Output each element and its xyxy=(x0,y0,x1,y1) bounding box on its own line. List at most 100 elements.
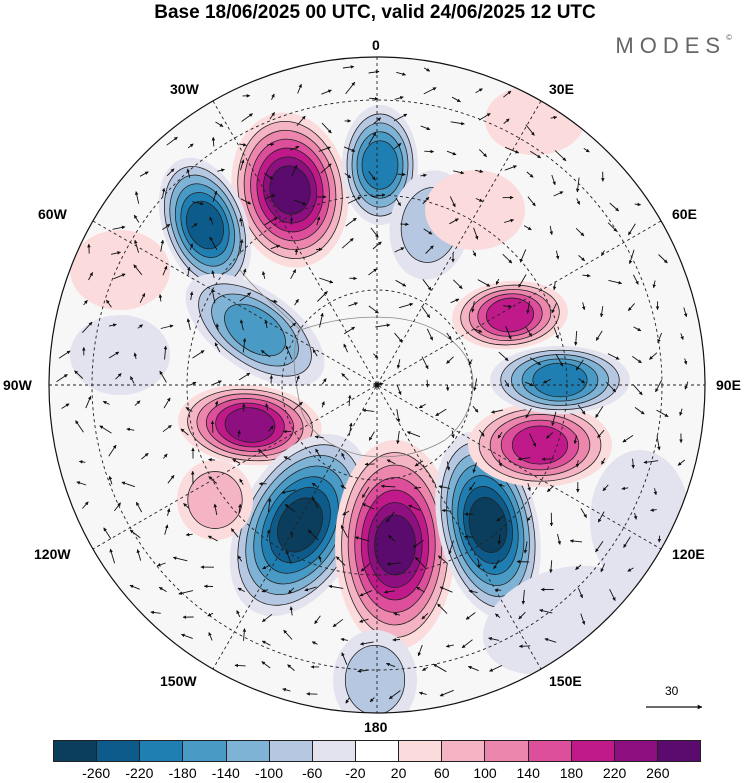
wind-vector xyxy=(578,378,585,384)
wind-vector xyxy=(348,422,353,436)
lon-label-30w: 30W xyxy=(170,81,199,97)
wind-vector xyxy=(211,270,215,279)
wind-vector xyxy=(113,273,126,280)
wind-vector xyxy=(437,603,448,614)
wind-vector xyxy=(422,196,430,205)
wind-vector xyxy=(268,425,274,432)
wind-vector xyxy=(285,345,293,360)
wind-vector xyxy=(525,124,535,136)
wind-vector xyxy=(433,663,447,673)
wind-vector xyxy=(166,168,175,177)
brand-text: MODES xyxy=(615,33,727,58)
wind-vector xyxy=(633,512,638,520)
wind-vector xyxy=(261,661,271,669)
colorbar-segment xyxy=(355,741,400,761)
colorbar-tick-label: 20 xyxy=(390,765,407,781)
wind-vector xyxy=(133,352,138,360)
colorbar-tick-label: -60 xyxy=(302,765,323,781)
wind-vector xyxy=(214,400,219,408)
wind-vector xyxy=(422,667,429,671)
wind-vector xyxy=(360,641,374,646)
colorbar-tick-label: 260 xyxy=(646,765,670,781)
colorbar-segment xyxy=(54,741,98,761)
wind-vector xyxy=(343,326,356,335)
wind-vector xyxy=(627,567,634,572)
wind-vector xyxy=(212,380,222,386)
wind-vector xyxy=(340,637,348,642)
wind-vector xyxy=(211,136,216,147)
wind-vector xyxy=(502,253,513,264)
wind-vector xyxy=(574,330,578,346)
wind-vector xyxy=(158,294,163,302)
wind-vector xyxy=(396,71,406,76)
pole-marker xyxy=(374,382,380,388)
wind-vector xyxy=(451,96,461,103)
wind-vector xyxy=(577,404,586,415)
wind-vector xyxy=(166,136,178,146)
colorbar-segment xyxy=(269,741,313,761)
lon-label-150e: 150E xyxy=(549,673,582,689)
wind-vector xyxy=(583,148,590,153)
wind-vector xyxy=(321,378,327,385)
wind-vector xyxy=(139,292,146,303)
wind-vector xyxy=(130,376,135,384)
wind-vector xyxy=(435,408,447,417)
wind-vector xyxy=(108,444,117,457)
wind-vector xyxy=(388,690,401,700)
wind-vector xyxy=(189,381,197,386)
wind-vector xyxy=(657,332,663,344)
wind-vector xyxy=(475,88,483,94)
wind-vector xyxy=(133,214,140,223)
wind-vector xyxy=(271,93,275,100)
wind-vector xyxy=(321,89,332,95)
wind-vector xyxy=(288,587,295,594)
wind-vector xyxy=(212,190,218,202)
wind-vector xyxy=(129,584,140,590)
wind-vector xyxy=(135,501,143,513)
lon-label-30e: 30E xyxy=(549,81,574,97)
wind-vector xyxy=(527,196,536,207)
wind-vector xyxy=(76,481,87,486)
colorbar-segment xyxy=(571,741,615,761)
wind-vector xyxy=(393,113,408,122)
wind-vector xyxy=(289,217,294,225)
wind-vector xyxy=(284,504,296,513)
wind-vector xyxy=(115,373,122,380)
wind-vector xyxy=(424,149,435,154)
wind-vector xyxy=(296,115,306,126)
lon-label-150w: 150W xyxy=(160,673,197,689)
wind-vector xyxy=(207,612,214,617)
wind-vector xyxy=(208,458,216,462)
brand-mark: © xyxy=(726,33,732,42)
wind-vector xyxy=(345,81,356,95)
colorbar-ticks: -260 -220 -180 -140 -100 -60 -20 20 60 100 140 180 2… xyxy=(53,765,701,783)
colorbar-tick-label: -20 xyxy=(345,765,366,781)
wind-vector xyxy=(518,611,526,620)
wind-vector xyxy=(607,353,620,360)
wind-vector xyxy=(420,173,427,178)
wind-vector xyxy=(137,324,143,329)
wind-vector xyxy=(609,589,616,602)
wind-vector xyxy=(446,332,452,340)
wind-vector xyxy=(453,170,465,175)
wind-vector xyxy=(599,306,604,318)
wind-vector xyxy=(111,251,121,255)
wind-vector xyxy=(446,150,457,156)
wind-vector xyxy=(414,556,426,568)
wind-vector xyxy=(239,478,244,485)
wind-vector xyxy=(364,462,375,467)
wind-vector xyxy=(655,379,663,393)
wind-vector xyxy=(488,637,500,641)
wind-vector xyxy=(347,196,362,204)
wind-vector xyxy=(85,395,92,409)
wind-vector xyxy=(461,639,473,649)
wind-vector xyxy=(580,508,587,518)
wind-vector xyxy=(368,431,375,441)
wind-vector xyxy=(295,375,300,384)
graticule xyxy=(49,57,705,713)
wind-vector xyxy=(521,589,526,605)
wind-vector xyxy=(159,370,167,383)
wind-vector xyxy=(240,159,245,171)
wind-vector xyxy=(74,370,84,379)
wind-vector xyxy=(108,475,113,485)
